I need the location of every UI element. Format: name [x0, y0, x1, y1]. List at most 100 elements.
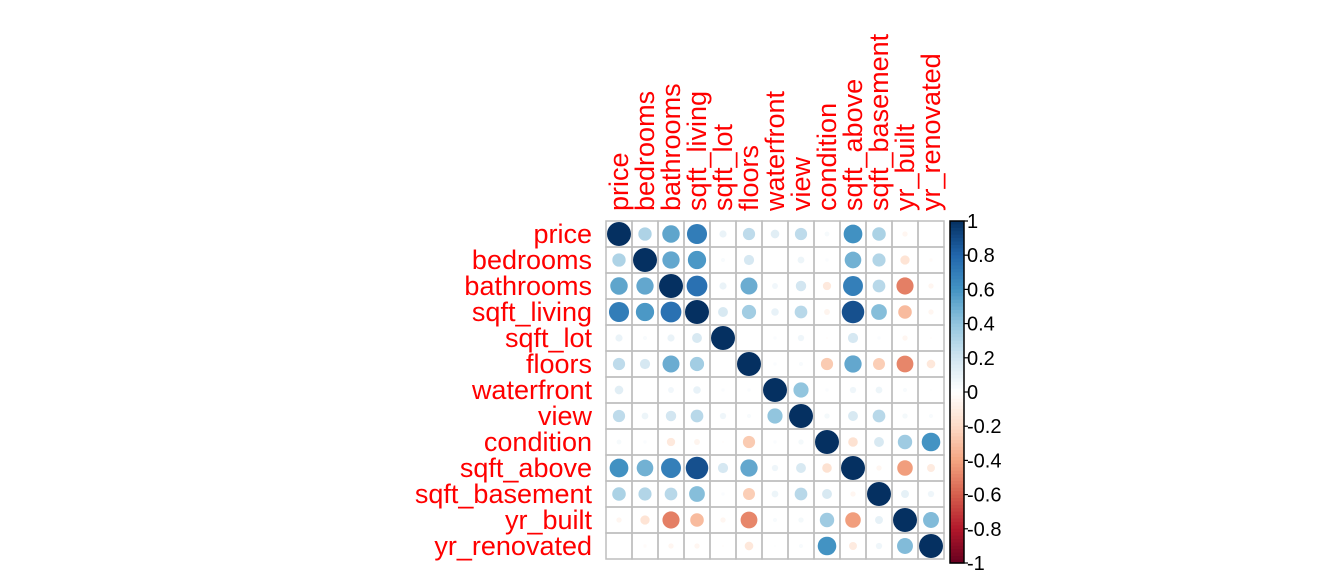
corr-circle-sqft_basement-sqft_living [689, 486, 705, 502]
corr-circle-price-yr_built [902, 231, 908, 237]
corr-circle-sqft_basement-yr_built [901, 490, 909, 498]
colorbar-segment [950, 320, 964, 325]
colorbar-segment [950, 316, 964, 321]
colorbar-segment [950, 333, 964, 338]
corr-circle-yr_built-condition [819, 512, 835, 528]
corr-circle-yr_built-yr_renovated [923, 512, 939, 528]
row-label-price: price [533, 219, 592, 249]
colorbar-segment [950, 542, 964, 547]
colorbar-segment [950, 395, 964, 400]
corr-circle-yr_built-waterfront [772, 517, 778, 523]
corr-circle-condition-bedrooms [643, 440, 647, 444]
colorbar-segment [950, 234, 964, 239]
colorbar-segment [950, 446, 964, 451]
corr-circle-bedrooms-floors [743, 254, 755, 266]
colorbar-segment [950, 511, 964, 516]
colorbar-segment [950, 272, 964, 277]
corr-circle-waterfront-price [614, 385, 624, 395]
corr-circle-condition-sqft_above [848, 437, 858, 447]
colorbar-segment [950, 498, 964, 503]
colorbar-segment [950, 415, 964, 420]
colorbar-segment [950, 381, 964, 386]
colorbar-tick-label: 0.2 [967, 348, 995, 370]
corr-circle-yr_renovated-waterfront [773, 544, 777, 548]
corr-circle-sqft_lot-yr_built [902, 335, 908, 341]
colorbar-segment [950, 268, 964, 273]
colorbar-segment [950, 443, 964, 448]
corr-circle-bathrooms-bathrooms [659, 274, 683, 298]
corr-circle-price-sqft_lot [719, 230, 727, 238]
corr-circle-floors-bathrooms [662, 355, 680, 373]
corr-circle-sqft_lot-waterfront [773, 336, 777, 340]
grid-cell [917, 532, 945, 560]
colorbar-segment [950, 313, 964, 318]
corr-circle-condition-yr_renovated [921, 432, 941, 452]
corr-circle-condition-sqft_basement [874, 437, 884, 447]
corr-circle-sqft_above-floors [740, 459, 758, 477]
corr-circle-floors-waterfront [773, 362, 777, 366]
corr-circle-condition-price [616, 439, 622, 445]
corr-circle-view-yr_built [902, 413, 908, 419]
colorbar-segment [950, 371, 964, 376]
corr-circle-yr_built-bathrooms [662, 511, 680, 529]
colorbar-segment [950, 535, 964, 540]
corr-circle-bedrooms-yr_renovated [929, 258, 933, 262]
colorbar-segment [950, 378, 964, 383]
corr-circle-sqft_basement-waterfront [771, 490, 779, 498]
corr-circle-sqft_living-sqft_living [685, 300, 709, 324]
colorbar-segment [950, 258, 964, 263]
corr-circle-condition-condition [815, 430, 839, 454]
corr-circle-bedrooms-sqft_lot [720, 257, 726, 263]
colorbar-segment [950, 303, 964, 308]
corr-circle-sqft_basement-floors [743, 488, 755, 500]
colorbar-segment [950, 309, 964, 314]
row-label-sqft_above: sqft_above [460, 453, 592, 483]
colorbar-segment [950, 306, 964, 311]
corr-circle-price-bedrooms [638, 227, 652, 241]
colorbar-segment [950, 508, 964, 513]
corr-circle-floors-condition [820, 357, 834, 371]
corr-circle-sqft_above-yr_built [897, 460, 913, 476]
corr-circle-view-sqft_above [848, 411, 858, 421]
row-labels: pricebedroomsbathroomssqft_livingsqft_lo… [415, 219, 593, 561]
corr-circle-sqft_lot-yr_renovated [929, 336, 933, 340]
corr-circle-yr_renovated-sqft_lot [721, 544, 725, 548]
corr-circle-price-sqft_basement [872, 227, 886, 241]
colorbar-segment [950, 364, 964, 369]
corr-circle-bathrooms-condition [822, 281, 832, 291]
corr-circle-bathrooms-bedrooms [636, 277, 654, 295]
corr-circle-sqft_above-sqft_basement [876, 465, 882, 471]
corr-circle-sqft_living-floors [741, 304, 757, 320]
corr-circle-sqft_living-sqft_above [841, 300, 865, 324]
corr-circle-bathrooms-yr_built [896, 277, 914, 295]
corr-circle-bathrooms-sqft_living [686, 275, 708, 297]
corr-circle-bathrooms-view [795, 280, 807, 292]
row-label-waterfront: waterfront [471, 375, 593, 405]
column-label-yr_built: yr_built [890, 123, 920, 211]
corr-circle-waterfront-waterfront [763, 378, 787, 402]
colorbar-segment [950, 350, 964, 355]
grid-cell [605, 532, 633, 560]
corr-circle-yr_renovated-sqft_above [849, 542, 857, 550]
corr-circle-yr_renovated-sqft_basement [875, 542, 883, 550]
column-label-yr_renovated: yr_renovated [916, 53, 946, 211]
colorbar-segment [950, 494, 964, 499]
corr-circle-view-bedrooms [641, 412, 649, 420]
corr-circle-yr_built-sqft_basement [875, 516, 883, 524]
row-label-sqft_basement: sqft_basement [415, 479, 593, 509]
colorbar-segment [950, 504, 964, 509]
colorbar-tick-label: 0.6 [967, 279, 995, 301]
corr-circle-waterfront-yr_built [902, 387, 908, 393]
corr-circle-bedrooms-bathrooms [662, 251, 680, 269]
colorbar-segment [950, 433, 964, 438]
corr-circle-condition-view [798, 439, 804, 445]
corr-circle-sqft_basement-view [794, 487, 808, 501]
corr-circle-bathrooms-sqft_lot [719, 282, 727, 290]
colorbar-segment [950, 467, 964, 472]
colorbar-segment [950, 323, 964, 328]
corr-circle-price-price [607, 222, 631, 246]
colorbar-segment [950, 255, 964, 260]
colorbar-segment [950, 265, 964, 270]
colorbar-segment [950, 480, 964, 485]
